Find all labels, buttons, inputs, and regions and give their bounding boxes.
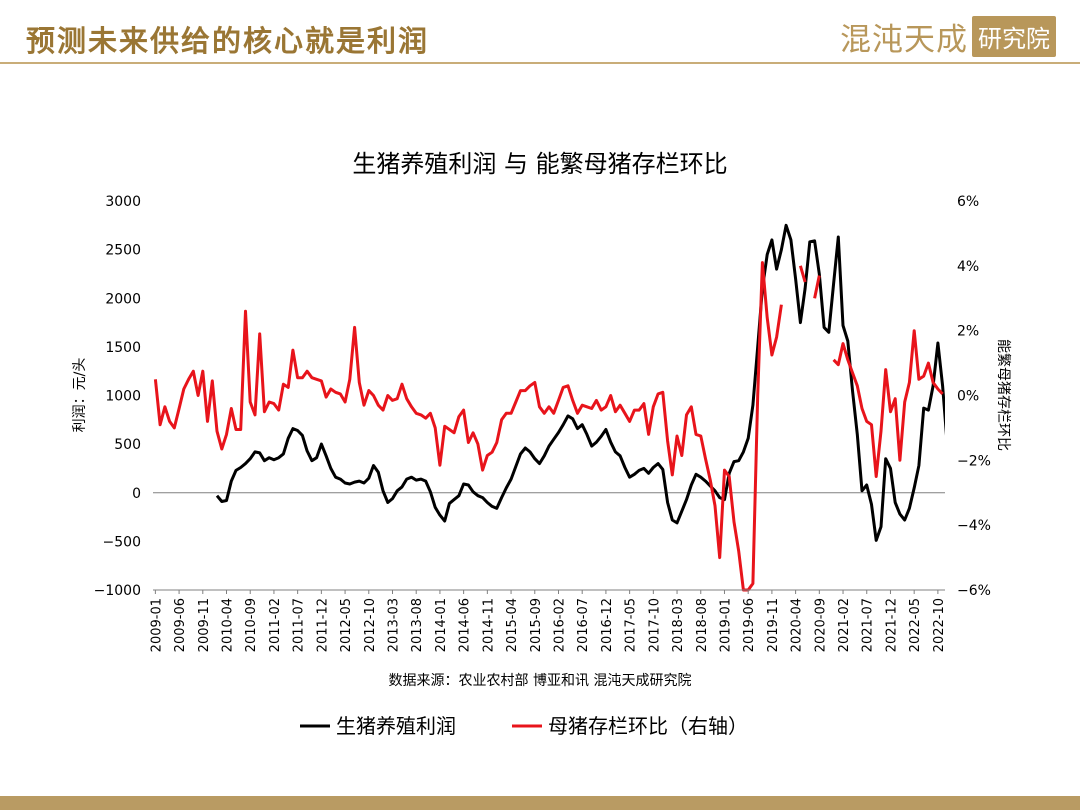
footer-bar (0, 796, 1080, 810)
x-tick-label: 2009-11 (197, 598, 212, 652)
left-y-tick-label: 3000 (105, 194, 141, 210)
x-tick-label: 2017-05 (624, 598, 639, 652)
x-tick-label: 2011-12 (315, 598, 330, 652)
header-divider (0, 62, 1080, 64)
left-y-tick-label: 2500 (105, 243, 141, 259)
left-y-tick-label: 2000 (105, 291, 141, 307)
x-tick-label: 2022-10 (932, 598, 947, 652)
left-y-tick-label: 0 (132, 486, 141, 502)
left-y-tick-label: 500 (114, 437, 141, 453)
right-y-axis-label: 能繁母猪存栏环比 (995, 339, 1011, 451)
x-tick-label: 2016-07 (576, 598, 591, 652)
x-tick-label: 2021-12 (884, 598, 899, 652)
right-y-tick-label: 0% (957, 389, 979, 405)
x-tick-label: 2010-09 (244, 598, 259, 652)
left-y-tick-label: 1000 (105, 389, 141, 405)
brand-name: 混沌天成 (840, 21, 968, 58)
left-y-axis: 3000 2500 2000 1500 1000 500 0 −500 −1000 (94, 194, 141, 599)
plot-area (153, 223, 945, 592)
x-tick-label: 2015-09 (529, 598, 544, 652)
x-tick-label: 2014-01 (434, 598, 449, 652)
right-y-tick-label: −2% (957, 453, 991, 469)
x-tick-label: 2010-04 (221, 598, 236, 652)
left-y-tick-label: −500 (103, 534, 141, 550)
x-tick-label: 2019-01 (718, 598, 733, 652)
x-tick-label: 2021-07 (861, 598, 876, 652)
x-tick-label: 2016-12 (600, 598, 615, 652)
x-axis: 2009-01 2009-06 2009-11 2010-04 2010-09 2011-… (149, 589, 947, 652)
line-chart: 生猪养殖利润 与 能繁母猪存栏环比 3000 2500 2000 1500 1000 50… (72, 150, 1011, 738)
x-tick-label: 2011-02 (268, 598, 283, 652)
x-tick-label: 2018-08 (695, 598, 710, 652)
page-title: 预测未来供给的核心就是利润 (26, 24, 430, 58)
right-y-tick-label: 6% (957, 194, 979, 210)
x-tick-label: 2022-05 (908, 598, 923, 652)
x-tick-label: 2014-11 (481, 598, 496, 652)
x-tick-label: 2015-04 (505, 598, 520, 652)
series-line-profit (215, 223, 945, 542)
x-tick-label: 2017-10 (647, 598, 662, 652)
x-tick-label: 2013-08 (410, 598, 425, 652)
x-tick-label: 2020-09 (813, 598, 828, 652)
x-tick-label: 2009-01 (149, 598, 164, 652)
right-y-tick-label: −4% (957, 518, 991, 534)
chart-title: 生猪养殖利润 与 能繁母猪存栏环比 (352, 150, 727, 178)
x-tick-label: 2012-05 (339, 598, 354, 652)
legend: 生猪养殖利润 母猪存栏环比（右轴） (300, 714, 748, 738)
x-tick-label: 2016-02 (552, 598, 567, 652)
legend-label-profit: 生猪养殖利润 (336, 714, 456, 738)
legend-label-sow: 母猪存栏环比（右轴） (548, 714, 748, 738)
right-y-axis: 6% 4% 2% 0% −2% −4% −6% (957, 194, 991, 599)
right-y-tick-label: 2% (957, 324, 979, 340)
x-tick-label: 2014-06 (458, 598, 473, 652)
x-tick-label: 2019-11 (766, 598, 781, 652)
right-y-tick-label: 4% (957, 259, 979, 275)
x-tick-label: 2018-03 (671, 598, 686, 652)
series-line-sow-mom (153, 261, 944, 592)
x-tick-label: 2013-03 (386, 598, 401, 652)
x-tick-label: 2012-10 (363, 598, 378, 652)
brand-logo: 混沌天成 研究院 (840, 14, 1056, 58)
left-y-tick-label: 1500 (105, 340, 141, 356)
right-y-tick-label: −6% (957, 583, 991, 599)
x-tick-label: 2009-06 (173, 598, 188, 652)
x-tick-label: 2011-07 (292, 598, 307, 652)
source-note: 数据来源：农业农村部 博亚和讯 混沌天成研究院 (389, 672, 692, 689)
x-tick-label: 2020-04 (790, 598, 805, 652)
brand-badge: 研究院 (972, 15, 1056, 57)
left-y-tick-label: −1000 (94, 583, 141, 599)
left-y-axis-label: 利润：元/头 (72, 358, 88, 433)
x-tick-label: 2021-02 (837, 598, 852, 652)
x-tick-label: 2019-06 (742, 598, 757, 652)
